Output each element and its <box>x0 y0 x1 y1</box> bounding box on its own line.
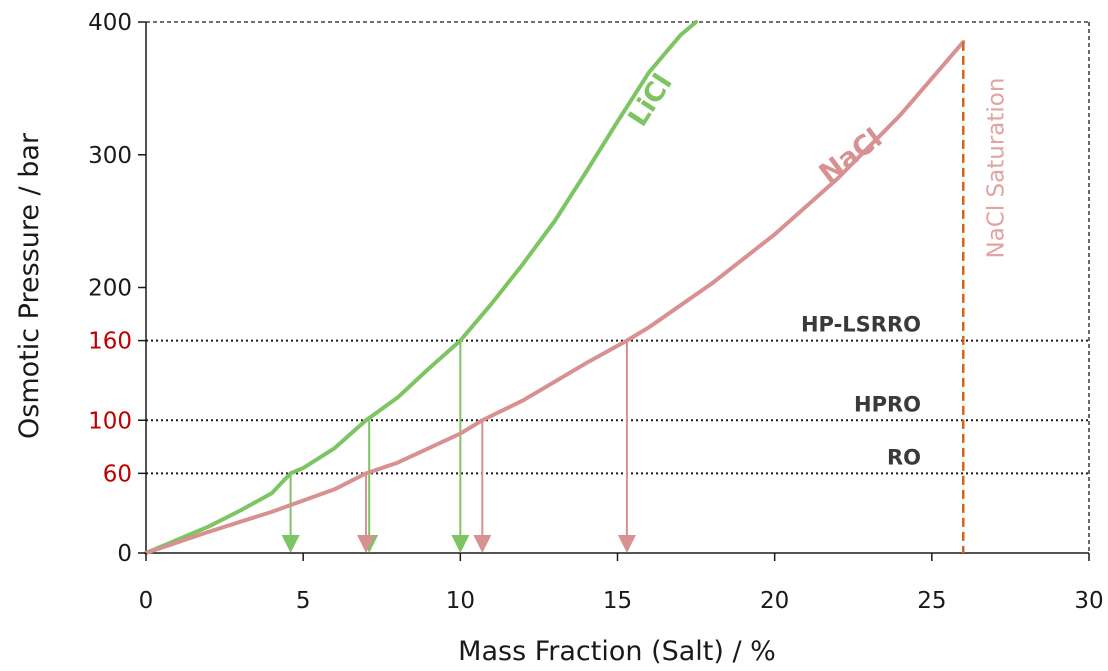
x-tick-label: 25 <box>917 588 946 614</box>
arrow-head-nacl <box>473 535 492 553</box>
arrow-head-licl <box>451 535 470 553</box>
series-label-nacl: NaCl <box>814 123 888 190</box>
y-tick-label: 100 <box>88 408 132 434</box>
y-tick-label: 0 <box>117 541 132 567</box>
x-tick-label: 30 <box>1074 588 1103 614</box>
level-label-hpro: HPRO <box>854 392 921 416</box>
y-tick-label: 200 <box>88 276 132 302</box>
x-tick-label: 20 <box>760 588 789 614</box>
arrow-layer <box>281 340 636 553</box>
saturation-label: NaCl Saturation <box>983 78 1009 259</box>
arrow-head-licl <box>281 535 300 553</box>
level-label-hp-lsrro: HP-LSRRO <box>801 313 921 337</box>
y-tick-label: 160 <box>88 329 132 355</box>
arrow-head-nacl <box>617 535 636 553</box>
arrow-head-nacl <box>357 535 376 553</box>
series-line-licl <box>144 20 699 555</box>
level-label-ro: RO <box>887 445 921 469</box>
saturation-layer: NaCl Saturation <box>962 41 1009 553</box>
tick-layer: 0 60 100 160 200 300 400 0 5 10 15 20 25 30 <box>88 10 1104 614</box>
x-tick-label: 0 <box>139 588 154 614</box>
y-axis-title: Osmotic Pressure / bar <box>14 132 45 439</box>
y-tick-label: 300 <box>88 143 132 169</box>
x-axis-title: Mass Fraction (Salt) / % <box>458 636 776 667</box>
x-tick-label: 10 <box>446 588 475 614</box>
x-tick-label: 5 <box>296 588 311 614</box>
level-lines: RO HPRO HP-LSRRO <box>146 313 1089 475</box>
x-tick-label: 15 <box>603 588 632 614</box>
y-tick-label: 60 <box>103 461 132 487</box>
y-tick-label: 400 <box>88 10 132 36</box>
series-line-nacl <box>144 39 966 555</box>
